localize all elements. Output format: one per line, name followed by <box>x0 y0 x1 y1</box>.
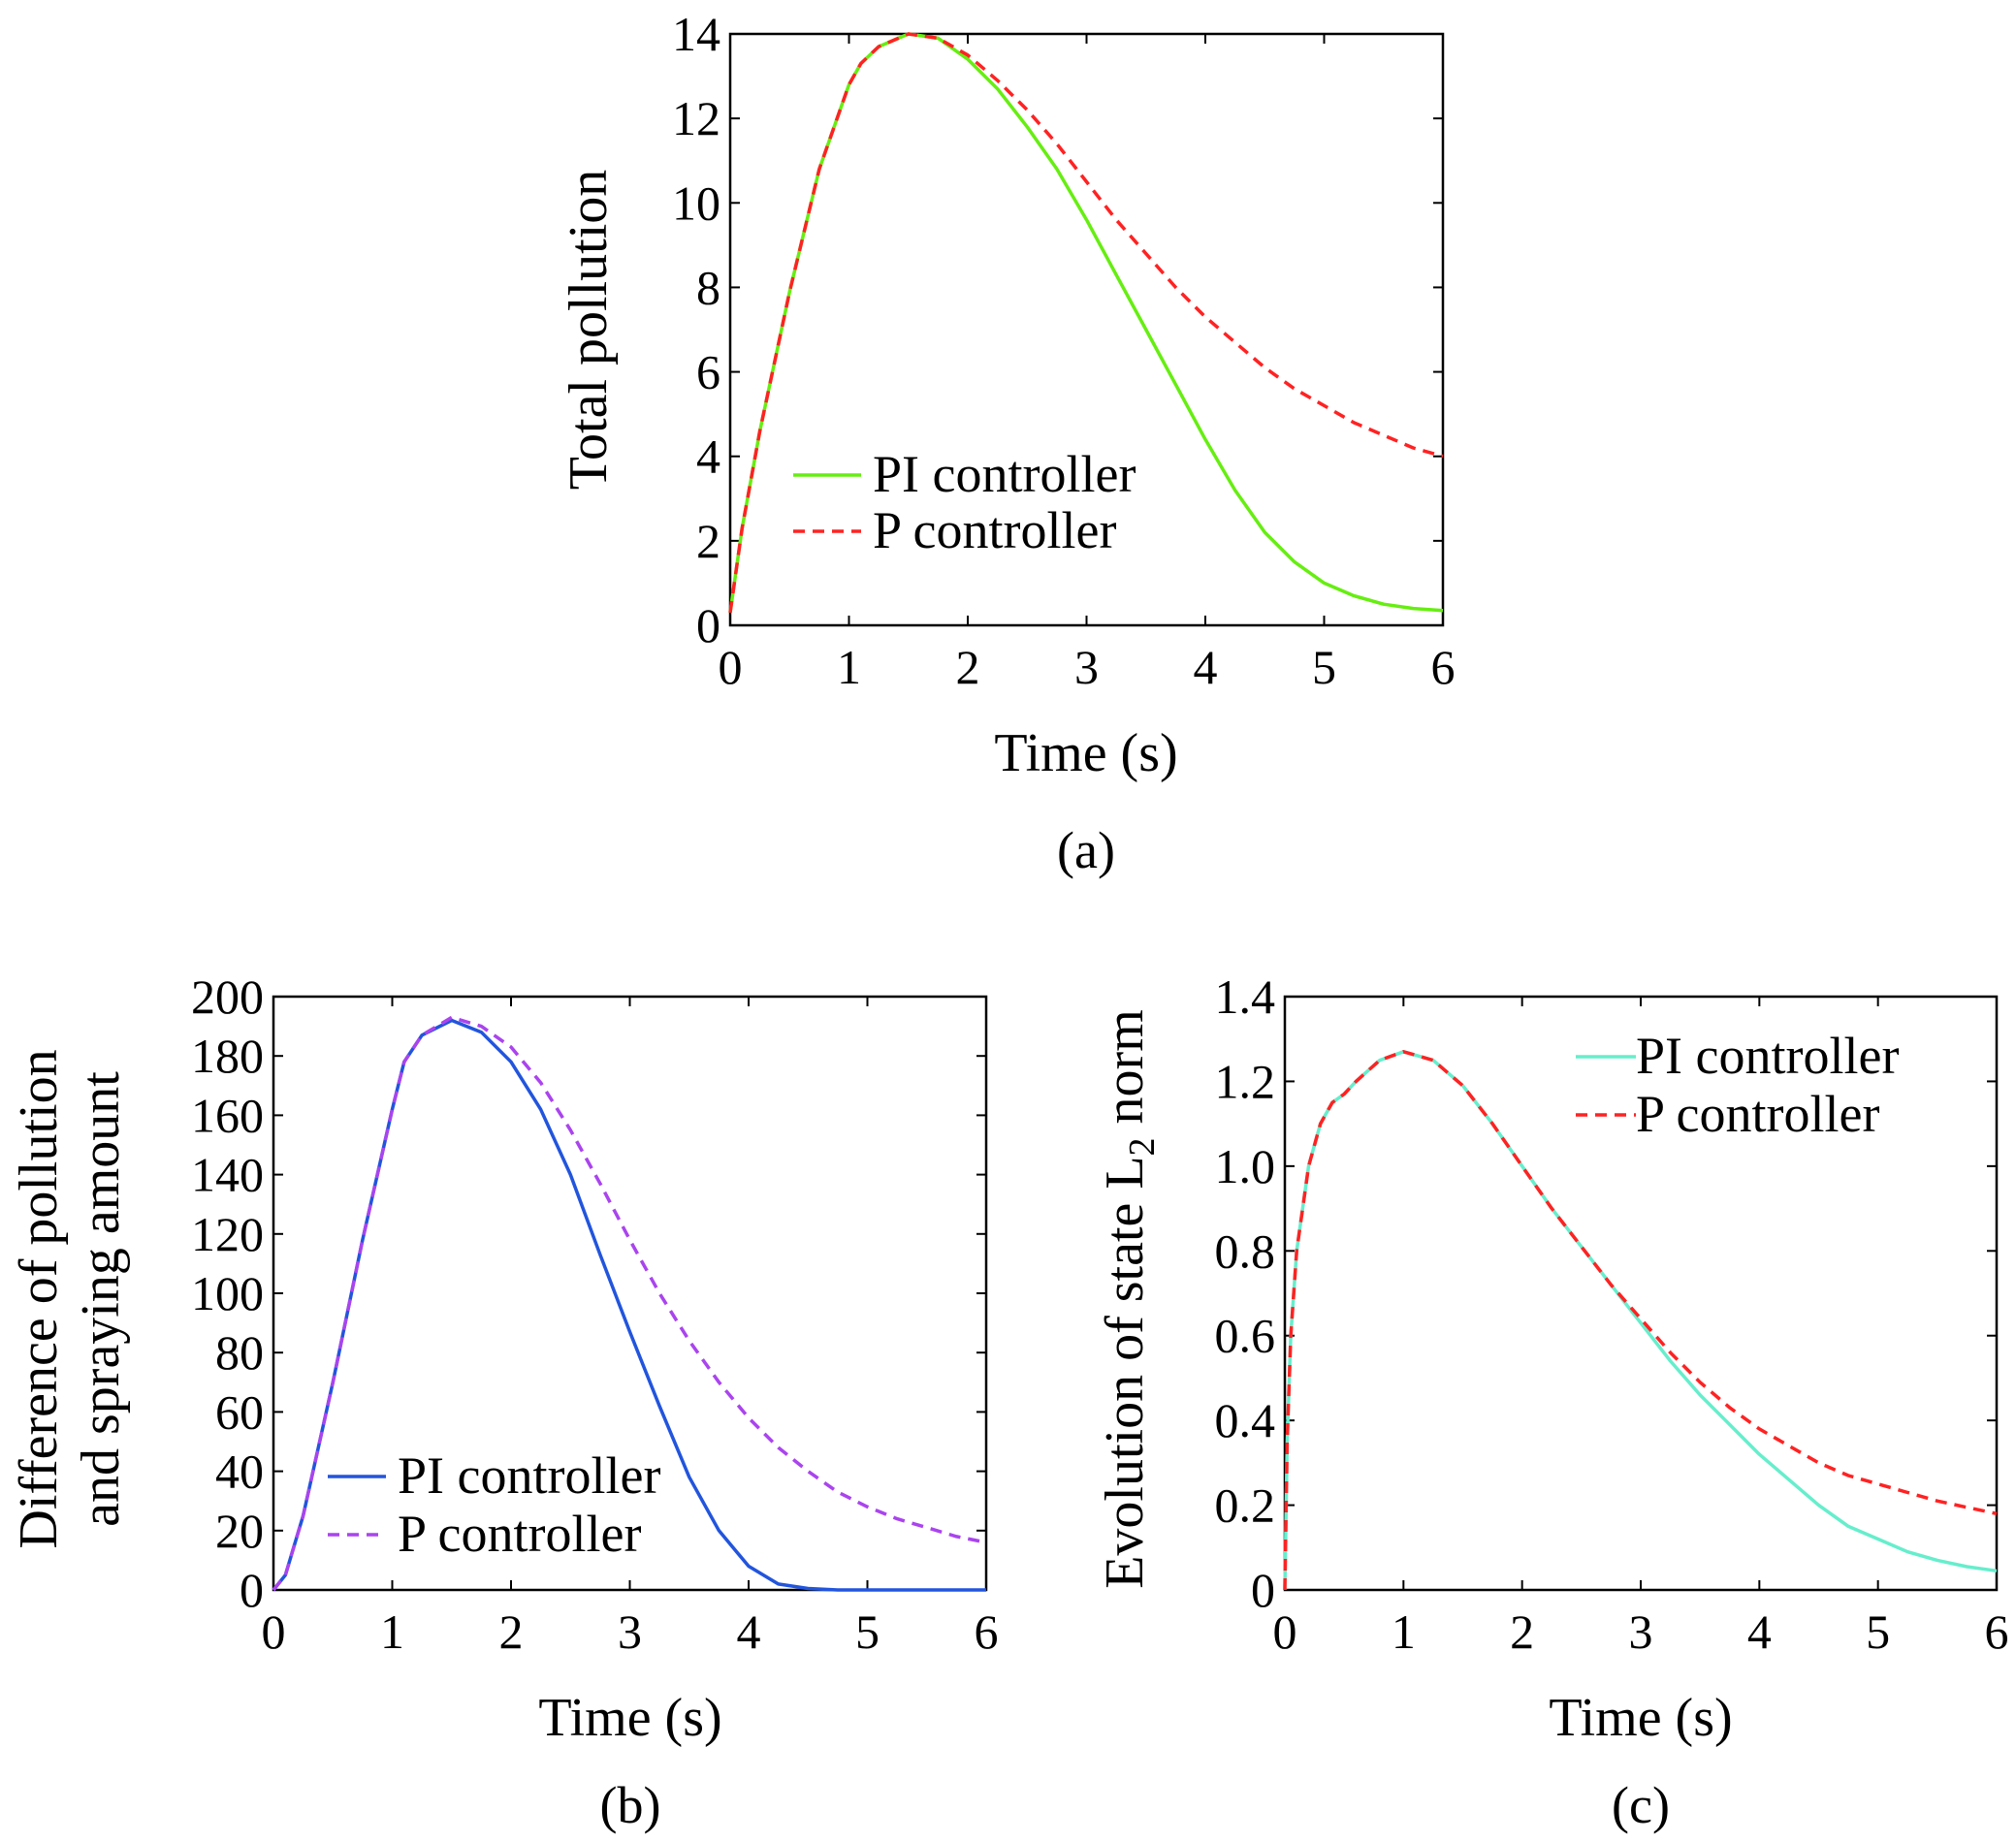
caption-c: (c) <box>1612 1776 1670 1834</box>
y-axis-title-c-suffix: norm <box>1095 1009 1155 1137</box>
y-tick-label-a: 4 <box>696 429 720 484</box>
x-axis-title-a: Time (s) <box>994 723 1177 783</box>
panel-c: 0 0.2 0.4 0.6 0.8 1.0 1.2 1.4 0 1 2 3 4 5 6 PI contro… <box>1095 969 2009 1834</box>
series-lines-a <box>728 32 1444 614</box>
caption-a: (a) <box>1057 821 1115 879</box>
ytick-labels-c: 0 0.2 0.4 0.6 0.8 1.0 1.2 1.4 <box>1215 969 1276 1617</box>
y-tick-label-a: 10 <box>672 175 720 230</box>
x-tick-label-a: 1 <box>837 640 861 694</box>
x-tick-label-c: 3 <box>1629 1604 1653 1659</box>
y-tick-label-b: 80 <box>215 1325 264 1380</box>
y-tick-label-b: 20 <box>215 1504 264 1558</box>
y-axis-title-c-subscript: 2 <box>1122 1137 1163 1156</box>
x-tick-label-b: 3 <box>618 1604 642 1659</box>
caption-b: (b) <box>600 1776 661 1834</box>
legend-label-b-0: PI controller <box>398 1446 660 1505</box>
y-tick-label-b: 180 <box>191 1029 264 1083</box>
series-line-a-0 <box>728 32 1444 614</box>
x-tick-label-c: 0 <box>1273 1604 1297 1659</box>
y-tick-label-a: 0 <box>696 598 720 652</box>
y-tick-label-c: 0.4 <box>1215 1393 1276 1447</box>
y-tick-label-b: 160 <box>191 1088 264 1142</box>
y-tick-label-b: 0 <box>240 1563 264 1617</box>
y-tick-label-c: 0 <box>1251 1563 1275 1617</box>
x-tick-label-c: 2 <box>1510 1604 1534 1659</box>
legend-label-c-0: PI controller <box>1636 1027 1899 1085</box>
y-tick-label-c: 1.0 <box>1215 1139 1276 1193</box>
y-tick-label-c: 0.8 <box>1215 1223 1276 1278</box>
series-line-b-0 <box>272 1018 986 1592</box>
x-tick-label-b: 6 <box>975 1604 999 1659</box>
x-tick-label-a: 4 <box>1194 640 1218 694</box>
xtick-labels-c: 0 1 2 3 4 5 6 <box>1273 1604 2009 1659</box>
x-tick-label-c: 4 <box>1747 1604 1772 1659</box>
x-tick-label-b: 1 <box>380 1604 404 1659</box>
x-tick-label-c: 6 <box>1985 1604 2009 1659</box>
y-tick-label-a: 8 <box>696 260 720 314</box>
y-axis-title-a: Total pollution <box>559 170 619 491</box>
y-tick-label-b: 200 <box>191 969 264 1024</box>
xtick-labels-a: 0 1 2 3 4 5 6 <box>719 640 1456 694</box>
legend-label-a-1: P controller <box>873 501 1116 559</box>
legend-label-a-0: PI controller <box>873 445 1136 503</box>
y-tick-label-a: 14 <box>672 7 720 61</box>
x-tick-label-a: 2 <box>956 640 980 694</box>
y-tick-label-c: 1.4 <box>1215 969 1276 1024</box>
series-lines-c <box>1283 1050 1998 1591</box>
x-axis-title-b: Time (s) <box>538 1688 721 1748</box>
y-tick-label-b: 120 <box>191 1207 264 1261</box>
series-lines-b <box>272 1015 987 1592</box>
y-tick-label-a: 6 <box>696 345 720 399</box>
ticks-a <box>729 33 1444 626</box>
y-axis-title-c: Evolution of state L2 norm <box>1095 1009 1163 1589</box>
y-tick-label-b: 40 <box>215 1445 264 1499</box>
xtick-labels-b: 0 1 2 3 4 5 6 <box>262 1604 999 1659</box>
x-tick-label-b: 4 <box>737 1604 761 1659</box>
y-tick-label-a: 12 <box>672 91 720 145</box>
y-tick-label-b: 140 <box>191 1148 264 1202</box>
y-axis-title-c-main: Evolution of state L <box>1095 1156 1155 1588</box>
x-tick-label-a: 3 <box>1074 640 1099 694</box>
x-axis-title-c: Time (s) <box>1549 1688 1732 1748</box>
y-tick-label-b: 60 <box>215 1384 264 1439</box>
ytick-labels-a: 0 2 4 6 8 10 12 14 <box>672 7 720 652</box>
y-tick-label-c: 0.6 <box>1215 1309 1276 1363</box>
legend-label-b-1: P controller <box>398 1505 641 1563</box>
y-tick-label-c: 0.2 <box>1215 1478 1276 1533</box>
x-tick-label-a: 5 <box>1312 640 1336 694</box>
series-line-b-1 <box>272 1015 987 1592</box>
x-tick-label-b: 2 <box>499 1604 524 1659</box>
y-tick-label-b: 100 <box>191 1266 264 1320</box>
series-line-c-1 <box>1283 1050 1998 1591</box>
x-tick-label-a: 0 <box>719 640 743 694</box>
x-tick-label-b: 0 <box>262 1604 286 1659</box>
x-tick-label-b: 5 <box>855 1604 880 1659</box>
x-tick-label-c: 5 <box>1866 1604 1890 1659</box>
x-tick-label-c: 1 <box>1392 1604 1416 1659</box>
x-tick-label-a: 6 <box>1431 640 1456 694</box>
y-axis-title-b-line-2: and spraying amount <box>71 1071 131 1527</box>
y-tick-label-c: 1.2 <box>1215 1054 1276 1108</box>
y-tick-label-a: 2 <box>696 514 720 568</box>
legend-label-c-1: P controller <box>1636 1085 1879 1143</box>
y-axis-title-b-line-1: Difference of pollution <box>9 1049 69 1548</box>
